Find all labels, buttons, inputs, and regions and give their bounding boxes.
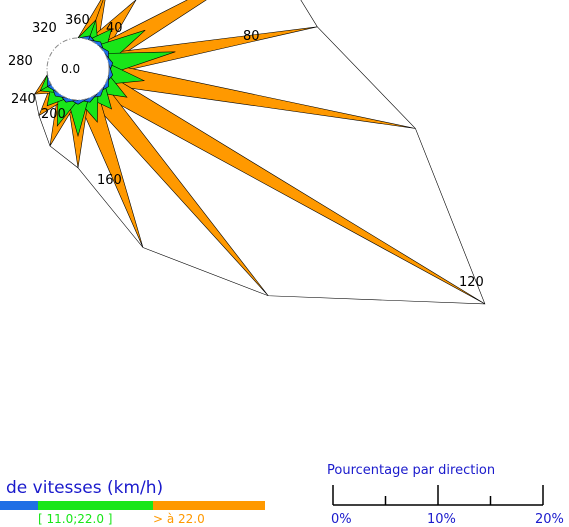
- speed-bin-swatch-2: [38, 501, 153, 510]
- percent-scale-axis: [332, 485, 544, 506]
- scale-tick-label-20: 20%: [535, 512, 564, 527]
- direction-label-120: 120: [459, 275, 484, 290]
- scale-tick-label-0: 0%: [331, 512, 352, 527]
- speed-legend-title: de vitesses (km/h): [6, 478, 163, 498]
- direction-label-360: 360: [65, 13, 90, 28]
- direction-label-280: 280: [8, 54, 33, 69]
- direction-label-240: 240: [11, 92, 36, 107]
- direction-label-80: 80: [243, 29, 260, 44]
- rose-outline: [34, 0, 486, 305]
- speed-bin-label-3: > à 22.0: [153, 512, 205, 526]
- speed-legend-bar: [0, 501, 265, 510]
- speed-bin-label-2: [ 11.0;22.0 ]: [38, 512, 112, 526]
- direction-label-160: 160: [97, 173, 122, 188]
- rose-petals: [34, 0, 486, 305]
- speed-bin-swatch-3: [153, 501, 265, 510]
- calm-circle: [46, 37, 110, 101]
- scale-title: Pourcentage par direction: [327, 463, 495, 478]
- direction-label-320: 320: [32, 21, 57, 36]
- scale-tick-label-10: 10%: [427, 512, 456, 527]
- direction-label-40: 40: [106, 21, 123, 36]
- direction-label-200: 200: [41, 107, 66, 122]
- calm-value: 0.0: [61, 62, 80, 76]
- speed-bin-swatch-1: [0, 501, 38, 510]
